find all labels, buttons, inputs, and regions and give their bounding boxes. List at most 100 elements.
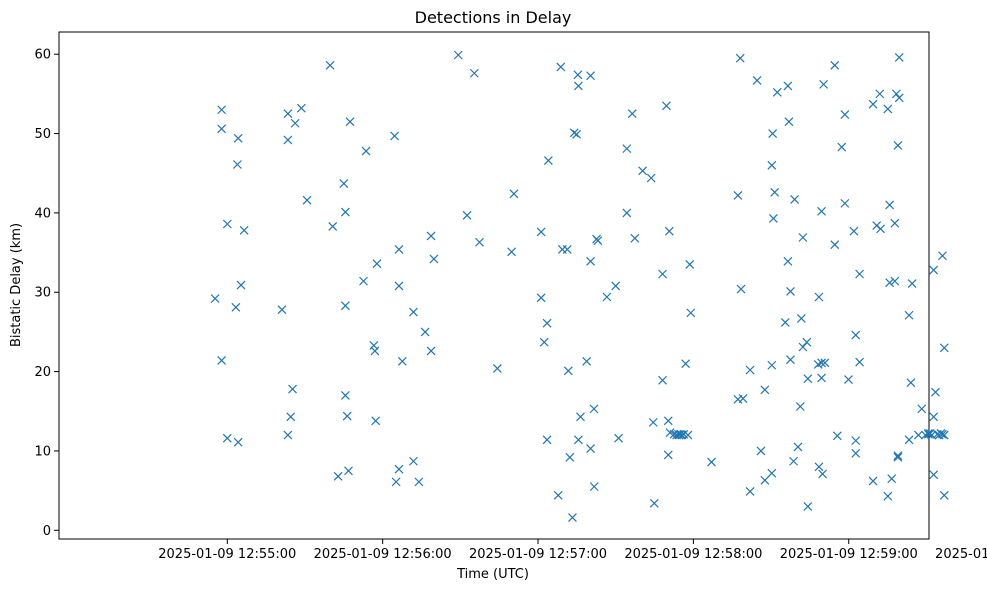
data-point [509, 189, 519, 199]
data-point [542, 318, 552, 328]
data-point [855, 269, 865, 279]
data-point [370, 346, 380, 356]
data-point [217, 105, 227, 115]
data-point [906, 378, 916, 388]
data-point [818, 469, 828, 479]
data-point [760, 385, 770, 395]
data-point [453, 50, 463, 60]
data-point [217, 124, 227, 134]
data-point [837, 142, 847, 152]
data-point [768, 214, 778, 223]
data-point [795, 402, 805, 411]
data-point [817, 373, 826, 383]
data-point [664, 226, 674, 236]
data-point [536, 293, 546, 303]
data-point [890, 276, 900, 286]
data-point [217, 356, 227, 365]
data-point [462, 210, 472, 220]
data-point [783, 256, 793, 266]
data-points [210, 50, 949, 523]
data-point [893, 141, 903, 150]
data-point [735, 53, 745, 63]
data-point [232, 160, 242, 169]
data-point [832, 431, 842, 441]
data-point [789, 456, 799, 466]
data-point [929, 470, 939, 480]
x-tick-label: 2025-01-09 12:55:00 [158, 547, 296, 562]
data-point [786, 355, 795, 365]
data-point [772, 87, 782, 97]
x-tick-label: 2025-01-09 12:56:00 [314, 547, 452, 562]
data-point [372, 259, 382, 269]
data-point [768, 129, 778, 138]
data-point [333, 471, 343, 481]
x-tick-label: 2025-01-09 13:00:00 [935, 547, 987, 562]
data-point [288, 384, 297, 394]
data-point [409, 456, 418, 466]
data-point [803, 374, 813, 384]
data-point [830, 240, 840, 250]
data-point [568, 513, 577, 523]
data-point [397, 356, 407, 366]
data-point [553, 490, 563, 500]
data-point [409, 307, 418, 317]
data-point [798, 233, 808, 242]
data-point [344, 466, 353, 476]
data-point [277, 305, 287, 315]
data-point [627, 109, 637, 119]
data-point [492, 363, 502, 373]
data-point [868, 476, 878, 486]
data-point [736, 284, 746, 294]
data-point [745, 365, 755, 375]
data-point [414, 477, 424, 487]
data-point [733, 191, 743, 200]
data-point [394, 244, 404, 254]
data-point [622, 208, 632, 218]
x-tick-label: 2025-01-09 12:57:00 [469, 547, 607, 562]
data-point [893, 452, 903, 462]
data-point [939, 430, 949, 440]
data-point [296, 103, 306, 113]
data-point [361, 146, 371, 156]
data-point [887, 474, 897, 484]
data-point [630, 233, 640, 243]
data-point [562, 244, 572, 254]
data-point [817, 206, 826, 216]
data-point [885, 278, 895, 288]
data-point [589, 404, 599, 414]
data-point [798, 342, 808, 352]
data-point [883, 104, 893, 114]
data-point [938, 251, 947, 261]
data-point [239, 225, 249, 235]
data-point [938, 429, 947, 439]
data-point [586, 256, 596, 266]
data-point [840, 110, 850, 119]
plot-frame [58, 31, 930, 540]
data-point [929, 412, 939, 422]
data-point [894, 52, 904, 62]
data-point [222, 433, 232, 443]
data-point [851, 436, 861, 446]
data-point [851, 448, 861, 458]
x-tick-label: 2025-01-09 12:58:00 [624, 547, 762, 562]
data-point [648, 417, 658, 427]
data-point [681, 359, 691, 369]
data-point [469, 68, 479, 78]
data-point [851, 330, 861, 340]
data-point [542, 435, 552, 445]
data-point [371, 416, 381, 426]
data-point [802, 337, 812, 347]
data-point [233, 133, 243, 143]
data-point [573, 81, 583, 91]
data-point [885, 200, 895, 210]
data-point [891, 89, 901, 99]
x-axis-ticks: 2025-01-09 12:55:00 2025-01-09 12:56:00 20… [158, 539, 987, 562]
data-point [904, 435, 914, 445]
data-point [894, 93, 904, 103]
y-tick-label: 30 [34, 286, 51, 301]
data-point [231, 302, 241, 312]
data-point [340, 301, 350, 311]
y-tick-label: 60 [34, 48, 51, 63]
data-point [760, 475, 770, 485]
y-tick-label: 40 [34, 206, 51, 221]
